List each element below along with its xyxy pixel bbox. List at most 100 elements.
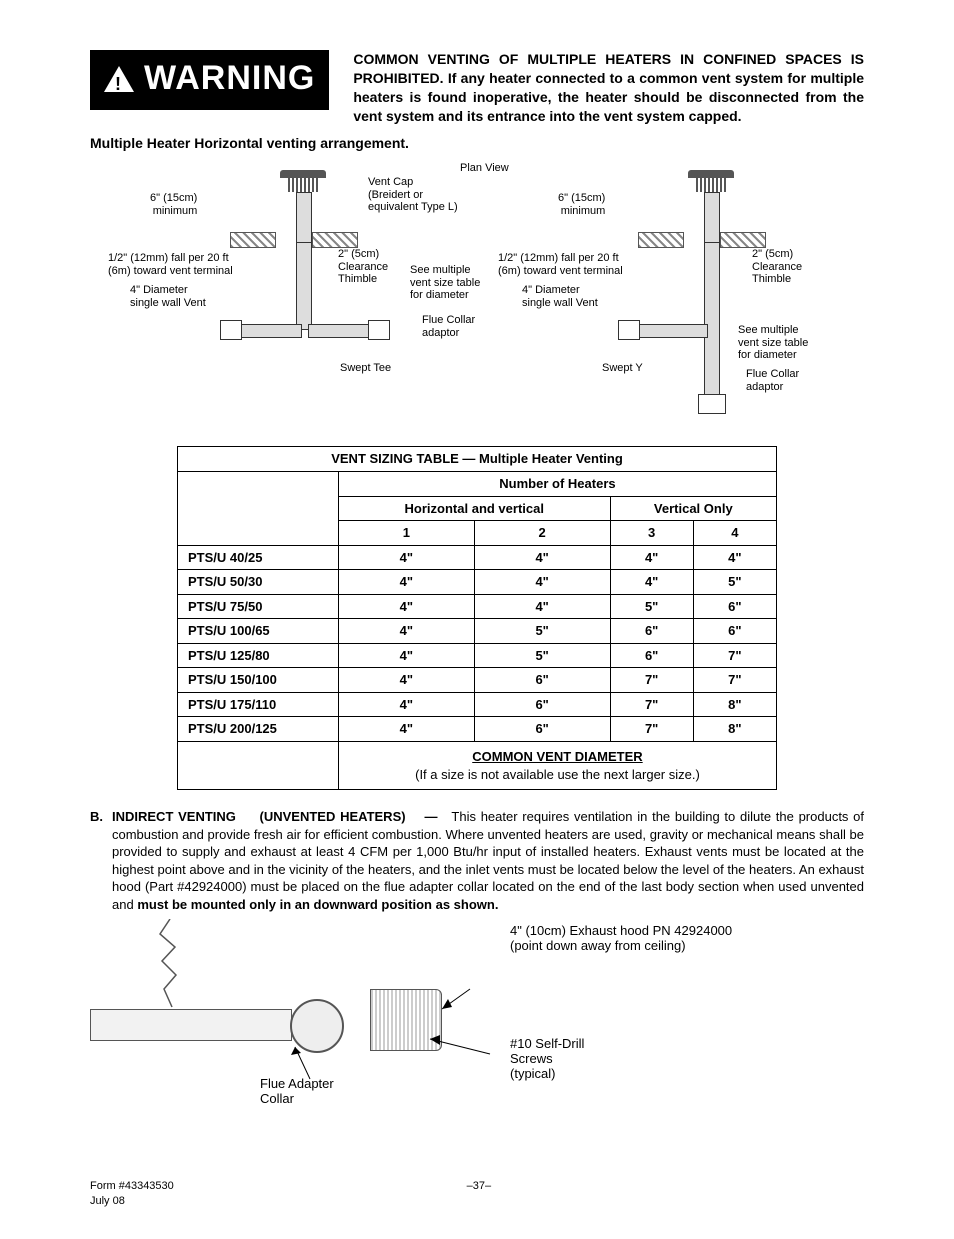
value-cell: 7" (693, 668, 776, 693)
value-cell: 4" (338, 717, 474, 742)
vert-only-hdr: Vertical Only (610, 496, 776, 521)
value-cell: 4" (338, 643, 474, 668)
model-cell: PTS/U 50/30 (178, 570, 339, 595)
table-row: PTS/U 50/304"4"4"5" (178, 570, 777, 595)
six-inch-left: 6" (15cm)minimum (150, 192, 197, 216)
swept-y-label: Swept Y (602, 362, 643, 374)
model-cell: PTS/U 75/50 (178, 594, 339, 619)
warning-triangle-icon (104, 66, 134, 92)
col-2: 2 (474, 521, 610, 546)
value-cell: 4" (338, 668, 474, 693)
table-blank-2 (178, 742, 339, 790)
page-footer: Form #43343530 July 08 –37– (90, 1179, 864, 1209)
col-1: 1 (338, 521, 474, 546)
table-title: VENT SIZING TABLE — Multiple Heater Vent… (178, 447, 777, 472)
fall-left: 1/2" (12mm) fall per 20 ft(6m) toward ve… (108, 252, 233, 276)
value-cell: 4" (610, 570, 693, 595)
model-cell: PTS/U 150/100 (178, 668, 339, 693)
col-4: 4 (693, 521, 776, 546)
footer-spacer (784, 1179, 864, 1209)
wall-right-a (638, 232, 684, 248)
value-cell: 6" (610, 643, 693, 668)
hood-shape (370, 989, 442, 1051)
plan-view-label: Plan View (460, 162, 509, 174)
vertical-pipe-left (296, 192, 312, 244)
value-cell: 5" (693, 570, 776, 595)
model-cell: PTS/U 125/80 (178, 643, 339, 668)
value-cell: 6" (474, 668, 610, 693)
value-cell: 6" (693, 594, 776, 619)
four-dia-right: 4" Diametersingle wall Vent (522, 284, 598, 308)
section-b-letter: B. (90, 808, 112, 913)
model-cell: PTS/U 175/110 (178, 692, 339, 717)
vertical-pipe-left-2 (296, 242, 312, 330)
horiz-vert-hdr: Horizontal and vertical (338, 496, 610, 521)
heater-right-b (698, 394, 726, 414)
value-cell: 5" (474, 643, 610, 668)
table-row: PTS/U 150/1004"6"7"7" (178, 668, 777, 693)
value-cell: 4" (474, 594, 610, 619)
value-cell: 6" (474, 717, 610, 742)
value-cell: 4" (338, 619, 474, 644)
section-b-body: INDIRECT VENTING (UNVENTED HEATERS) — Th… (112, 808, 864, 913)
table-row: PTS/U 175/1104"6"7"8" (178, 692, 777, 717)
model-cell: PTS/U 40/25 (178, 545, 339, 570)
table-row: PTS/U 125/804"5"6"7" (178, 643, 777, 668)
warning-label: WARNING (144, 56, 315, 102)
value-cell: 5" (474, 619, 610, 644)
value-cell: 8" (693, 692, 776, 717)
value-cell: 6" (474, 692, 610, 717)
model-cell: PTS/U 200/125 (178, 717, 339, 742)
value-cell: 7" (610, 668, 693, 693)
vent-cap-label: Vent Cap(Breidert orequivalent Type L) (368, 176, 458, 212)
exhaust-hood-diagram: 4" (10cm) Exhaust hood PN 42924000(point… (90, 919, 860, 1119)
table-row: PTS/U 100/654"5"6"6" (178, 619, 777, 644)
two-inch-left: 2" (5cm)ClearanceThimble (338, 248, 388, 284)
warning-paragraph: COMMON VENTING OF MULTIPLE HEATERS IN CO… (353, 50, 864, 126)
swept-tee-label: Swept Tee (340, 362, 391, 374)
value-cell: 6" (610, 619, 693, 644)
vertical-pipe-right-2 (704, 242, 720, 396)
value-cell: 4" (474, 545, 610, 570)
value-cell: 5" (610, 594, 693, 619)
horiz-left-a (240, 324, 302, 338)
flue-adapter-label: Flue AdapterCollar (260, 1077, 334, 1107)
four-dia-left: 4" Diametersingle wall Vent (130, 284, 206, 308)
exhaust-hood-label: 4" (10cm) Exhaust hood PN 42924000(point… (510, 924, 732, 954)
venting-diagram: Plan View 6" (15cm)minimum Vent Cap(Brei… (90, 156, 860, 436)
flue-collar-right: Flue Collaradaptor (746, 368, 799, 392)
section-b: B. INDIRECT VENTING (UNVENTED HEATERS) —… (90, 808, 864, 913)
model-cell: PTS/U 100/65 (178, 619, 339, 644)
footer-form: Form #43343530 (90, 1180, 174, 1192)
col-3: 3 (610, 521, 693, 546)
heater-left-a (220, 320, 242, 340)
warning-row: WARNING COMMON VENTING OF MULTIPLE HEATE… (90, 50, 864, 126)
value-cell: 4" (693, 545, 776, 570)
horiz-right-a (638, 324, 708, 338)
screws-label: #10 Self-DrillScrews(typical) (510, 1037, 584, 1082)
wall-left-b (312, 232, 358, 248)
six-inch-right: 6" (15cm)minimum (558, 192, 605, 216)
body-tube (90, 1009, 292, 1041)
section-b-dash: — (424, 809, 437, 824)
table-row: PTS/U 40/254"4"4"4" (178, 545, 777, 570)
section-b-title: INDIRECT VENTING (112, 809, 236, 824)
table-row: PTS/U 75/504"4"5"6" (178, 594, 777, 619)
section-b-paren: (UNVENTED HEATERS) (260, 809, 406, 824)
collar-shape (290, 999, 344, 1053)
value-cell: 8" (693, 717, 776, 742)
value-cell: 4" (338, 570, 474, 595)
value-cell: 4" (338, 545, 474, 570)
heater-right-a (618, 320, 640, 340)
cvd-note: (If a size is not available use the next… (415, 767, 700, 782)
arrangement-title: Multiple Heater Horizontal venting arran… (90, 134, 864, 153)
value-cell: 6" (693, 619, 776, 644)
wall-right-b (720, 232, 766, 248)
value-cell: 4" (338, 692, 474, 717)
wall-left-a (230, 232, 276, 248)
value-cell: 4" (474, 570, 610, 595)
num-heaters-hdr: Number of Heaters (338, 472, 776, 497)
vertical-pipe-right (704, 192, 720, 244)
value-cell: 4" (610, 545, 693, 570)
chain-icon (150, 919, 190, 1009)
